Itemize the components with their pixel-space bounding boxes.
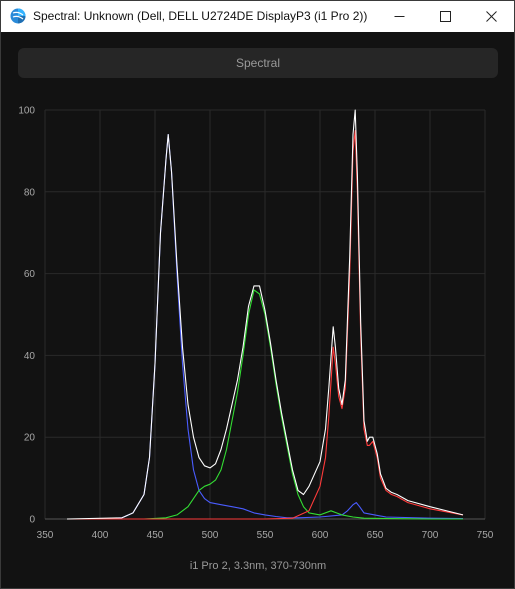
title-bar[interactable]: Spectral: Unknown (Dell, DELL U2724DE Di…: [1, 1, 514, 32]
y-tick-label: 0: [29, 515, 35, 526]
chart-series: [66, 109, 464, 520]
chart-caption: i1 Pro 2, 3.3nm, 370-730nm: [190, 560, 326, 572]
x-tick-label: 450: [147, 530, 164, 541]
series-line-2: [67, 129, 464, 520]
y-tick-label: 20: [24, 433, 36, 444]
y-tick-label: 40: [24, 351, 36, 362]
y-tick-label: 80: [24, 187, 36, 198]
spectral-button[interactable]: Spectral: [18, 48, 498, 78]
close-button[interactable]: [468, 1, 514, 32]
x-tick-label: 550: [257, 530, 274, 541]
x-tick-label: 700: [422, 530, 439, 541]
app-colorwheel-icon: [10, 8, 26, 24]
close-icon: [485, 11, 497, 22]
maximize-icon: [439, 11, 451, 22]
chart-ticks: 350 400 450 500 550 600 650 700 750 0 20 40 60 80 100: [18, 106, 493, 542]
x-tick-label: 750: [477, 530, 494, 541]
x-tick-label: 650: [367, 530, 384, 541]
x-tick-label: 500: [202, 530, 219, 541]
chart-grid: [44, 109, 486, 520]
minimize-button[interactable]: [376, 1, 422, 32]
y-tick-label: 100: [18, 106, 35, 117]
x-tick-label: 350: [37, 530, 54, 541]
minimize-icon: [394, 16, 404, 17]
y-tick-label: 60: [24, 269, 36, 280]
series-line-3: [66, 109, 464, 520]
x-tick-label: 600: [312, 530, 329, 541]
window-title: Spectral: Unknown (Dell, DELL U2724DE Di…: [33, 9, 368, 23]
content-area: Spectral: [1, 32, 514, 588]
maximize-button[interactable]: [422, 1, 468, 32]
x-tick-label: 400: [92, 530, 109, 541]
series-line-1: [67, 289, 463, 520]
